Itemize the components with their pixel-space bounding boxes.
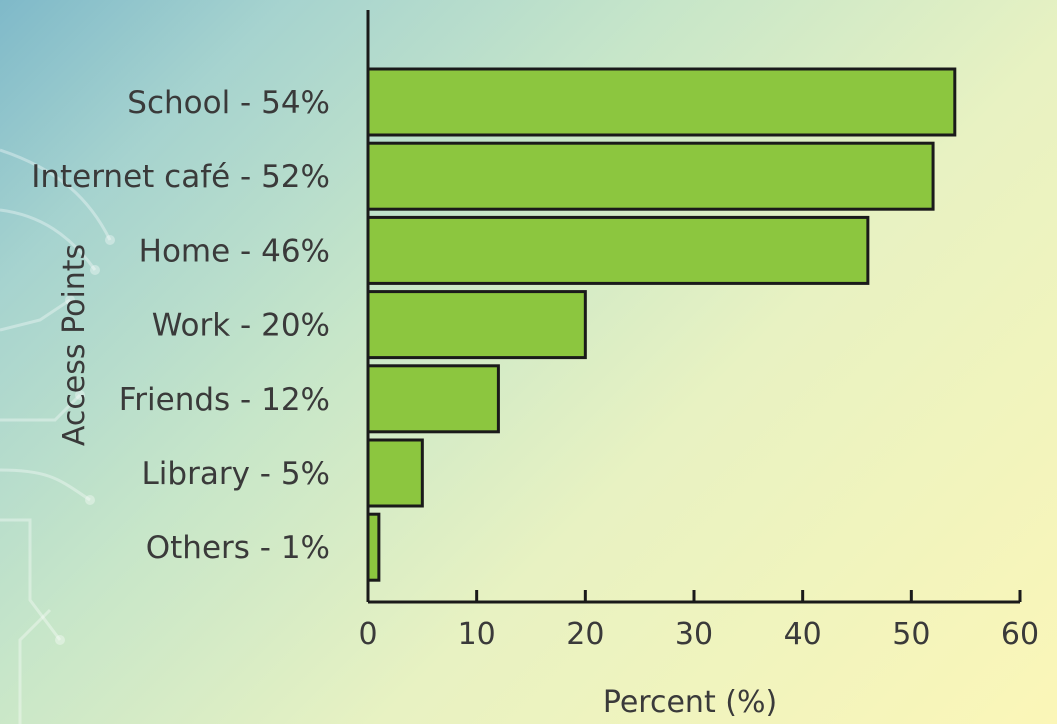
- x-axis-title: Percent (%): [603, 685, 777, 720]
- x-axis: 0 10 20 30 40 50 60: [358, 590, 1039, 652]
- bar-6: [366, 512, 381, 582]
- category-labels-group: School - 54% Internet café - 52% Home - 46…: [31, 85, 330, 566]
- category-label-4: Friends - 12%: [119, 382, 330, 418]
- bar-4: [366, 364, 500, 434]
- bar-5: [366, 438, 424, 508]
- category-label-5: Library - 5%: [142, 456, 330, 492]
- bars-group: [366, 67, 957, 582]
- y-axis-title: Access Points: [57, 244, 92, 446]
- category-label-6: Others - 1%: [146, 530, 330, 566]
- x-tick-label-1: 10: [458, 617, 496, 652]
- x-tick-label-5: 50: [892, 617, 930, 652]
- x-tick-label-2: 20: [566, 617, 604, 652]
- category-label-2: Home - 46%: [139, 233, 330, 269]
- x-tick-label-0: 0: [358, 617, 377, 652]
- category-label-3: Work - 20%: [152, 308, 330, 344]
- x-tick-label-6: 60: [1001, 617, 1039, 652]
- bar-1: [366, 141, 935, 211]
- bar-2: [366, 215, 870, 285]
- bar-3: [366, 290, 587, 360]
- x-tick-label-4: 40: [784, 617, 822, 652]
- bar-0: [366, 67, 957, 137]
- x-tick-label-3: 30: [675, 617, 713, 652]
- category-label-1: Internet café - 52%: [31, 159, 330, 195]
- category-label-0: School - 54%: [127, 85, 330, 121]
